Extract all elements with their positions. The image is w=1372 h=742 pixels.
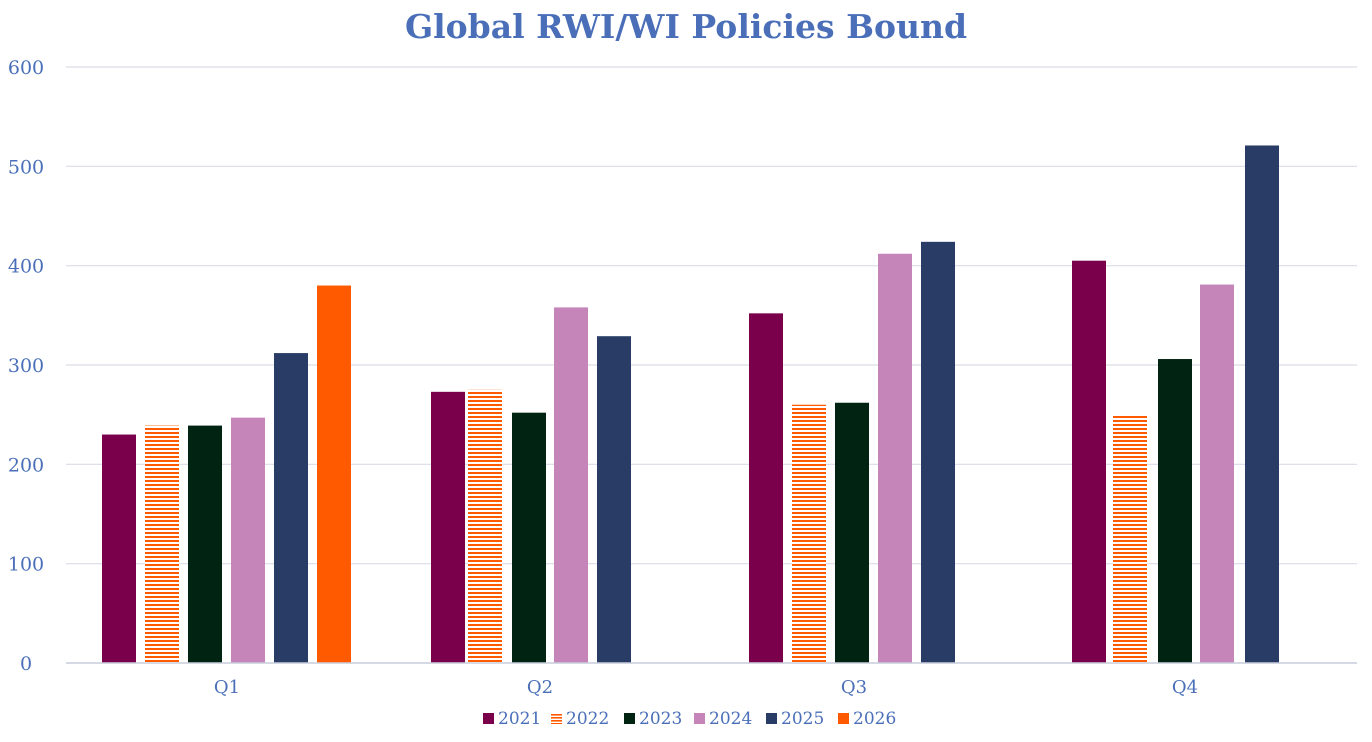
legend-swatch	[551, 713, 562, 724]
bar-2021-q3	[749, 313, 783, 663]
bar-group-q4	[1072, 145, 1279, 663]
legend: 2021 2022 2023 2024 2025 2026	[483, 709, 896, 729]
bar-2023-q2	[512, 412, 546, 663]
bars	[66, 145, 1357, 664]
legend-item-2026: 2026	[838, 709, 896, 729]
bar-2024-q2	[554, 307, 588, 663]
y-tick-label: 0	[20, 653, 32, 675]
x-tick-label: Q1	[214, 677, 240, 698]
bar-group-q3	[749, 241, 955, 663]
y-tick-label: 400	[8, 256, 44, 278]
legend-item-2024: 2024	[694, 709, 752, 729]
chart-title: Global RWI/WI Policies Bound	[405, 7, 967, 46]
y-tick-label: 300	[8, 355, 44, 377]
y-axis-ticks: 0 100 200 300 400 500 600	[8, 57, 44, 675]
legend-swatch	[624, 713, 635, 724]
bar-2022-q3	[792, 404, 826, 663]
legend-label: 2022	[566, 709, 609, 729]
bar-2024-q3	[878, 253, 912, 663]
legend-item-2022: 2022	[551, 709, 609, 729]
bar-2024-q1	[231, 417, 265, 663]
bar-2025-q2	[597, 336, 631, 663]
y-tick-label: 600	[8, 57, 44, 79]
legend-swatch	[838, 713, 849, 724]
legend-label: 2026	[853, 709, 896, 729]
x-tick-label: Q3	[841, 677, 867, 698]
legend-label: 2023	[639, 709, 682, 729]
bar-2021-q1	[102, 434, 136, 663]
x-tick-label: Q4	[1172, 677, 1198, 698]
bar-2025-q3	[921, 241, 955, 663]
legend-item-2021: 2021	[483, 709, 541, 729]
bar-2024-q4	[1200, 284, 1234, 663]
bar-2021-q2	[431, 391, 465, 663]
y-tick-label: 100	[8, 554, 44, 576]
legend-label: 2025	[781, 709, 824, 729]
x-tick-label: Q2	[527, 677, 553, 698]
bar-2026-q1	[317, 285, 351, 663]
y-tick-label: 500	[8, 156, 44, 178]
bar-2022-q1	[145, 425, 179, 663]
bar-2025-q1	[274, 353, 308, 663]
legend-swatch	[483, 713, 494, 724]
bar-group-q1	[102, 285, 351, 663]
x-axis-ticks: Q1 Q2 Q3 Q4	[214, 677, 1198, 698]
legend-label: 2021	[498, 709, 541, 729]
bar-2023-q1	[188, 425, 222, 663]
bar-2023-q4	[1158, 359, 1192, 663]
bar-2022-q4	[1113, 414, 1147, 663]
legend-item-2025: 2025	[766, 709, 824, 729]
legend-label: 2024	[709, 709, 752, 729]
y-tick-label: 200	[8, 454, 44, 476]
bar-2025-q4	[1245, 145, 1279, 663]
bar-2023-q3	[835, 402, 869, 663]
bar-group-q2	[431, 307, 631, 663]
legend-swatch	[766, 713, 777, 724]
bar-2022-q2	[468, 389, 502, 663]
legend-item-2023: 2023	[624, 709, 682, 729]
legend-swatch	[694, 713, 705, 724]
bar-2021-q4	[1072, 260, 1106, 663]
